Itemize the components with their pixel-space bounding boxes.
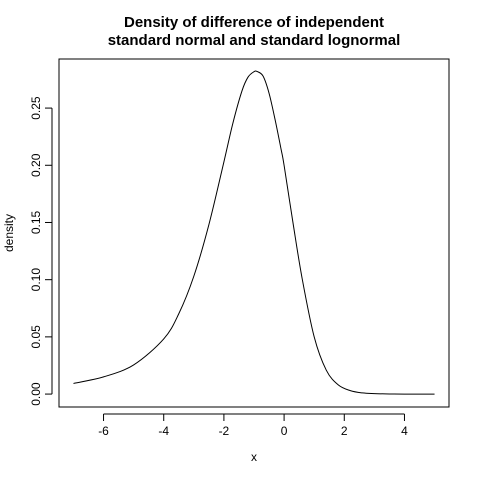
series-layer xyxy=(73,70,435,395)
y-tick-label: 0.05 xyxy=(29,325,43,349)
y-tick-label: 0.20 xyxy=(29,153,43,177)
y-axis-label: density xyxy=(2,214,16,252)
x-axis-label: x xyxy=(251,450,257,464)
y-tick-label: 0.00 xyxy=(29,382,43,406)
chart-title-line2: standard normal and standard lognormal xyxy=(108,32,401,49)
density-curve xyxy=(73,70,435,395)
plot-frame xyxy=(58,58,450,408)
x-tick-label: -2 xyxy=(219,424,230,438)
y-tick-label: 0.25 xyxy=(29,96,43,120)
y-tick-label: 0.10 xyxy=(29,268,43,292)
x-axis: -6 -4 -2 0 2 4 xyxy=(98,413,408,438)
chart-title-line1: Density of difference of independent xyxy=(124,14,384,31)
x-tick-label: -6 xyxy=(98,424,109,438)
x-tick-label: -4 xyxy=(158,424,169,438)
x-tick-label: 0 xyxy=(281,424,288,438)
x-tick-label: 4 xyxy=(401,424,408,438)
y-tick-label: 0.15 xyxy=(29,210,43,234)
x-tick-label: 2 xyxy=(341,424,348,438)
y-axis: 0.00 0.05 0.10 0.15 0.20 0.25 xyxy=(29,96,53,406)
